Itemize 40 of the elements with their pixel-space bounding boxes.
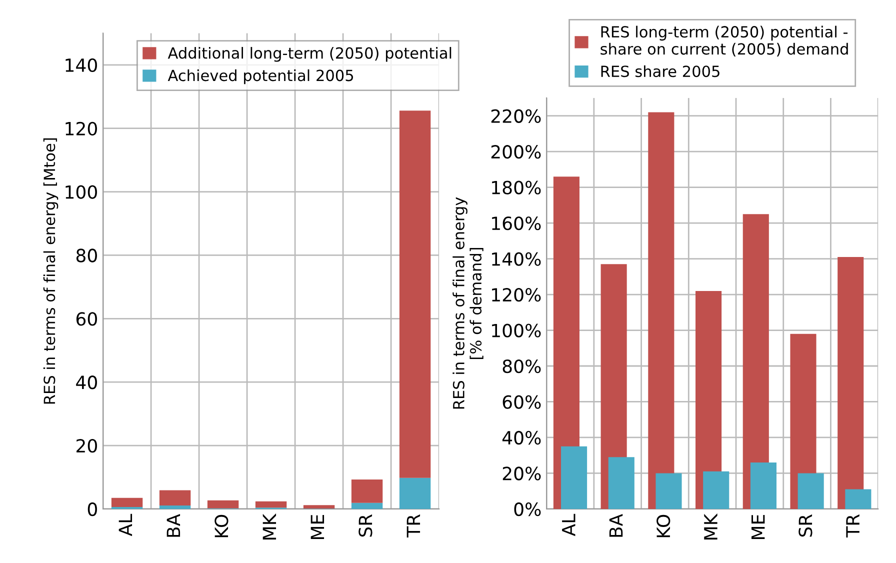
x-tick-label: SR bbox=[358, 514, 372, 537]
y-tick-label: 20 bbox=[76, 438, 97, 453]
y-axis-title: RES in terms of final energy [Mtoe] bbox=[43, 138, 58, 404]
x-tick-label: KO bbox=[656, 514, 670, 538]
legend-label: Additional long-term (2050) potential bbox=[168, 46, 452, 62]
x-tick-label: SR bbox=[798, 514, 812, 537]
x-tick-label: TR bbox=[406, 514, 420, 538]
y-tick-label: 80 bbox=[76, 248, 97, 262]
y-tick-label: 40% bbox=[502, 430, 541, 445]
y-tick-label: 100 bbox=[66, 185, 97, 199]
y-tick-label: 80% bbox=[502, 359, 541, 374]
y-tick-label: 180% bbox=[492, 180, 541, 194]
y-tick-label: 200% bbox=[491, 145, 541, 159]
x-tick-label: BA bbox=[609, 514, 623, 537]
y-tick-label: 0% bbox=[514, 502, 541, 516]
x-tick-label: KO bbox=[214, 514, 228, 538]
y-axis-title: RES in terms of final energy [% of demand] bbox=[452, 197, 484, 409]
x-tick-label: AL bbox=[118, 514, 132, 536]
y-tick-label: 100% bbox=[492, 324, 541, 338]
y-tick-label: 60% bbox=[502, 395, 541, 409]
x-tick-label: TR bbox=[846, 514, 860, 538]
legend-label: Achieved potential 2005 bbox=[168, 69, 354, 84]
x-tick-label: MK bbox=[704, 513, 718, 540]
y-tick-label: 140 bbox=[66, 58, 97, 72]
x-tick-label: BA bbox=[166, 514, 180, 537]
y-tick-label: 160% bbox=[492, 216, 541, 230]
y-tick-label: 60 bbox=[76, 312, 97, 326]
x-tick-label: ME bbox=[310, 514, 324, 540]
y-tick-label: 220% bbox=[491, 109, 541, 123]
x-tick-label: AL bbox=[562, 514, 576, 536]
legend-label: RES share 2005 bbox=[601, 65, 720, 78]
y-tick-label: 140% bbox=[492, 252, 541, 266]
y-tick-label: 120 bbox=[66, 122, 97, 136]
y-tick-label: 20% bbox=[502, 466, 541, 480]
y-tick-label: 40 bbox=[76, 376, 97, 390]
y-tick-label: 120% bbox=[492, 288, 541, 302]
x-tick-label: MK bbox=[262, 513, 276, 540]
y-tick-label: 0 bbox=[88, 502, 97, 516]
legend-label: RES long-term (2050) potential - share on current (2005) demand bbox=[600, 26, 848, 57]
x-tick-label: ME bbox=[752, 514, 765, 540]
